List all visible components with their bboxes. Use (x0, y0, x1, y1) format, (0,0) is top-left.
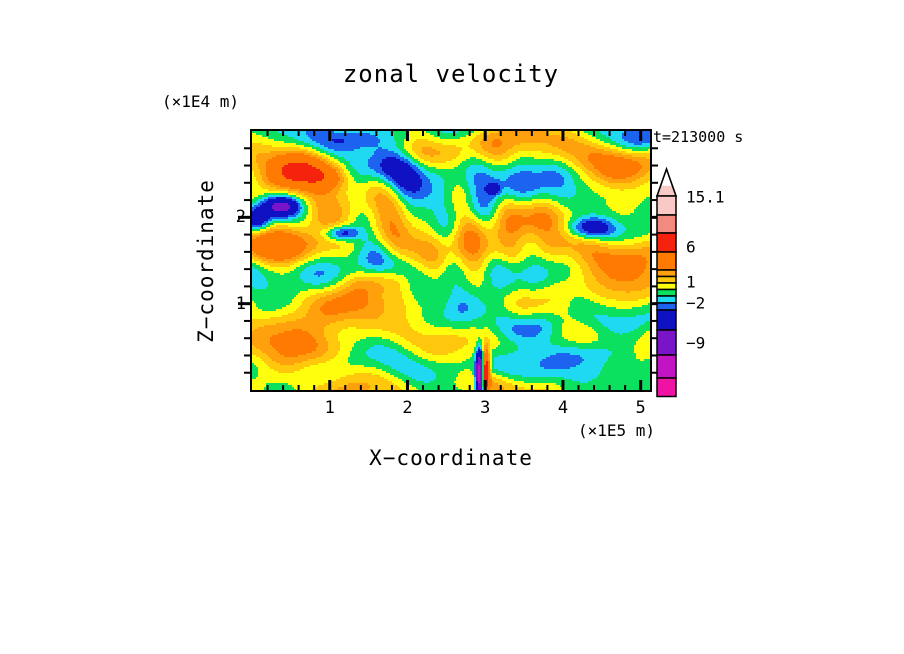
colorbar-segment (656, 354, 677, 379)
colorbar-segment (656, 251, 677, 271)
colorbar-segment (656, 295, 677, 304)
time-annotation: t=213000 s (653, 128, 744, 146)
x-axis-unit-label: (×1E5 m) (577, 421, 655, 440)
x-tick-label: 5 (635, 398, 646, 418)
contour-field-canvas (252, 131, 650, 390)
colorbar-label: 1 (686, 272, 696, 292)
colorbar-segment (656, 195, 677, 216)
colorbar-segment (656, 302, 677, 311)
colorbar-segment (656, 329, 677, 356)
z-axis-label: Z−coordinate (194, 179, 218, 343)
colorbar-segment (656, 214, 677, 234)
colorbar-label: 6 (686, 237, 696, 257)
chart-title: zonal velocity (342, 60, 560, 88)
colorbar-segment (656, 288, 677, 297)
colorbar-segment (656, 377, 677, 398)
plot-area (238, 129, 664, 392)
colorbar-segment (656, 309, 677, 331)
z-tick-label: 1 (235, 293, 246, 314)
colorbar-segment (656, 275, 677, 284)
colorbar-label: −2 (686, 293, 706, 313)
colorbar-segment (656, 232, 677, 253)
colorbar-segment (656, 269, 677, 278)
z-tick-label: 2 (235, 207, 246, 228)
z-axis-unit-label: (×1E4 m) (162, 92, 240, 111)
colorbar (655, 166, 678, 398)
colorbar-label: 15.1 (686, 187, 725, 207)
x-tick-label: 2 (402, 398, 413, 418)
axis-ticks (238, 131, 664, 390)
x-tick-label: 1 (324, 398, 335, 418)
x-tick-label: 4 (557, 398, 569, 418)
x-tick-label: 3 (480, 398, 491, 418)
colorbar-label: −9 (686, 333, 706, 353)
colorbar-arrow-fill (657, 185, 676, 196)
colorbar-segment (656, 282, 677, 291)
x-axis-label: X−coordinate (369, 446, 533, 470)
